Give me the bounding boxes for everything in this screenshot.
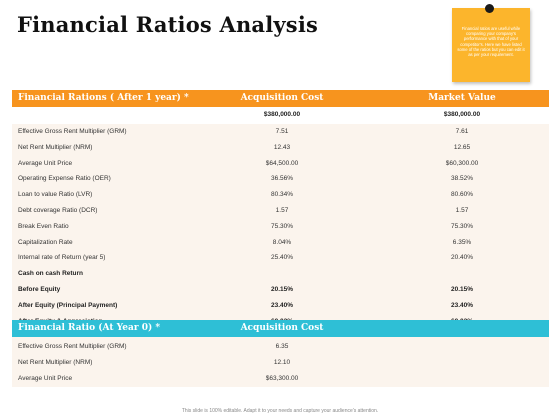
table-cell: 7.61 (455, 128, 469, 135)
sticky-note: Financial ratios are useful while compar… (452, 8, 530, 82)
ratios-table: Financial Rations ( After 1 year) * Acqu… (12, 90, 549, 387)
table-row: Effective Gross Rent Multiplier (GRM) 6.3… (12, 339, 549, 355)
table1-total-row-bg (12, 107, 549, 124)
table2-header-acquisition: Acquisition Cost (240, 323, 324, 333)
table-cell: 25.40% (270, 254, 294, 262)
table-row: Cash on cash Return (12, 266, 549, 282)
table-cell: 38.52% (450, 175, 474, 183)
table-cell: 6.35% (452, 238, 472, 246)
table-row: Operating Expense Ratio (OER) 36.56% 38.52… (12, 171, 549, 187)
table-cell: 36.56% (270, 175, 294, 183)
table-cell: Cash on cash Return (18, 270, 84, 278)
table-cell: 12.43 (273, 143, 291, 151)
table-cell: Average Unit Price (18, 159, 73, 167)
table-row: Effective Gross Rent Multiplier (GRM) 7.5… (12, 124, 549, 140)
table-cell: Effective Gross Rent Multiplier (GRM) (18, 343, 127, 350)
table-cell: Effective Gross Rent Multiplier (GRM) (18, 128, 127, 135)
table-row: Net Rent Multiplier (NRM) 12.43 12.65 (12, 140, 549, 156)
table-cell: 20.15% (270, 286, 294, 293)
table-row: Average Unit Price $64,500.00 $60,300.00 (12, 156, 549, 172)
table1-total-row: $380,000.00 $380,000.00 (12, 107, 549, 123)
sticky-note-text: Financial ratios are useful while compar… (457, 26, 525, 58)
table-row: Net Rent Multiplier (NRM) 12.10 (12, 355, 549, 371)
table-row: Before Equity 20.15% 20.15% (12, 282, 549, 298)
table-cell: 23.40% (270, 301, 294, 309)
table-cell: Debt coverage Ratio (DCR) (18, 207, 98, 214)
table-cell: Internal rate of Return (year 5) (18, 254, 106, 262)
table-row: After Equity (Principal Payment) 23.40% 23… (12, 298, 549, 314)
table-row: Internal rate of Return (year 5) 25.40% 20… (12, 250, 549, 266)
table-cell: Capitalization Rate (18, 238, 73, 246)
table-cell: Operating Expense Ratio (OER) (18, 175, 111, 183)
table-cell: 12.65 (453, 143, 471, 151)
table-cell: 6.35 (275, 343, 289, 350)
page-title: Financial Ratios Analysis (17, 12, 319, 37)
table-cell: After Equity (Principal Payment) (18, 301, 118, 309)
table-row: Debt coverage Ratio (DCR) 1.57 1.57 (12, 203, 549, 219)
table-cell: 20.40% (450, 254, 474, 262)
table-cell: 20.15% (450, 286, 474, 293)
table-cell: Net Rent Multiplier (NRM) (18, 143, 93, 151)
table1-header-acquisition: Acquisition Cost (240, 93, 324, 103)
cell: $380,000.00 (443, 111, 481, 118)
table-cell: 75.30% (450, 222, 474, 230)
table2-header: Financial Ratio (At Year 0) * Acquisitio… (12, 320, 549, 337)
table-row: Break Even Ratio 75.30% 75.30% (12, 219, 549, 235)
table-cell: Average Unit Price (18, 374, 73, 382)
cell: $380,000.00 (263, 111, 301, 118)
table-row: Loan to value Ratio (LVR) 80.34% 80.60% (12, 187, 549, 203)
footer-text: This slide is 100% editable. Adapt it to… (181, 408, 379, 414)
table-cell: 1.57 (275, 207, 289, 214)
table-cell: 80.34% (270, 191, 294, 199)
table1-header: Financial Rations ( After 1 year) * Acqu… (12, 90, 549, 107)
table-cell: 1.57 (455, 207, 469, 214)
table1-header-market: Market Value (428, 93, 496, 103)
table-row: Average Unit Price $63,300.00 (12, 371, 549, 387)
table-cell: Loan to value Ratio (LVR) (18, 191, 93, 199)
pin-icon (485, 4, 494, 13)
table-cell: Net Rent Multiplier (NRM) (18, 358, 93, 366)
table-cell: 75.30% (270, 222, 294, 230)
table-row: Capitalization Rate 8.04% 6.35% (12, 235, 549, 251)
table-cell: 8.04% (272, 238, 292, 246)
table-cell: 23.40% (450, 301, 474, 309)
table-cell: 7.51 (275, 128, 289, 135)
table-cell: 80.60% (450, 191, 474, 199)
table1-header-label: Financial Rations ( After 1 year) * (18, 93, 189, 103)
table-cell: Break Even Ratio (18, 222, 69, 230)
table-cell: $64,500.00 (265, 159, 299, 167)
table2-header-label: Financial Ratio (At Year 0) * (18, 323, 161, 333)
table-cell: 12.10 (273, 358, 291, 366)
table-cell: $60,300.00 (445, 159, 479, 167)
table-cell: $63,300.00 (265, 374, 299, 382)
table-cell: Before Equity (18, 286, 61, 293)
